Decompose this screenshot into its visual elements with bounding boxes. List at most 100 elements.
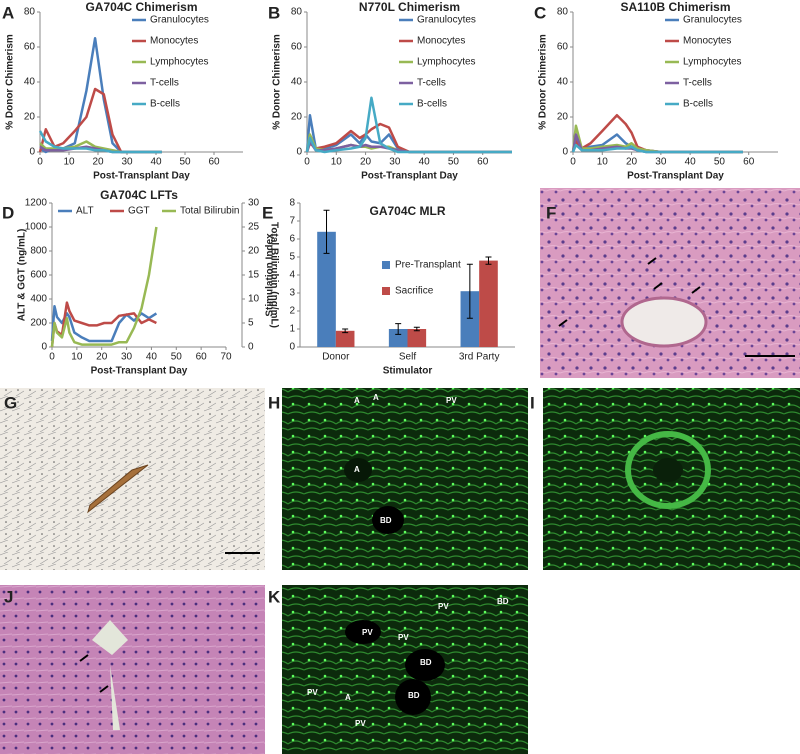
legend-label: T-cells	[150, 78, 179, 89]
y-tick-label: 20	[24, 112, 36, 123]
y-tick-label: 0	[289, 342, 295, 353]
bar	[460, 291, 480, 347]
y-tick-label: 1000	[25, 222, 48, 233]
y-tick-label: 800	[30, 246, 47, 257]
y2-tick-label: 20	[248, 246, 260, 257]
y-tick-label: 600	[30, 270, 47, 281]
legend-label: Granulocytes	[150, 15, 209, 26]
x-axis-title: Post-Transplant Day	[93, 171, 190, 182]
image-j	[0, 585, 265, 754]
legend-label: Monocytes	[683, 36, 731, 47]
y-tick-label: 80	[24, 7, 36, 18]
y-tick-label: 20	[291, 112, 303, 123]
y-tick-label: 5	[289, 252, 295, 263]
x-tick-label: 3rd Party	[459, 352, 500, 363]
legend-label: T-cells	[683, 78, 712, 89]
panel-letter: A	[2, 3, 14, 22]
y2-tick-label: 30	[248, 198, 260, 209]
y-tick-label: 0	[29, 147, 35, 158]
legend-label: B-cells	[150, 99, 180, 110]
chart-title: GA704C Chimerism	[85, 0, 197, 14]
x-tick-label: 10	[331, 157, 343, 168]
y-tick-label: 80	[291, 7, 303, 18]
y-tick-label: 1	[289, 324, 295, 335]
y-tick-label: 6	[289, 234, 295, 245]
image-label: PV	[307, 688, 318, 697]
y-tick-label: 0	[41, 342, 47, 353]
y2-tick-label: 10	[248, 294, 260, 305]
y-tick-label: 8	[289, 198, 295, 209]
image-label: PV	[355, 719, 366, 728]
legend-label: Lymphocytes	[417, 57, 476, 68]
series-line	[38, 130, 162, 154]
image-f	[540, 188, 800, 378]
x-tick-label: 40	[150, 157, 162, 168]
x-tick-label: 50	[179, 157, 191, 168]
legend-label: Total Bilirubin	[180, 206, 239, 217]
x-tick-label: 50	[171, 352, 183, 363]
y-tick-label: 60	[557, 42, 569, 53]
y-tick-label: 60	[24, 42, 36, 53]
y-tick-label: 3	[289, 288, 295, 299]
legend-label: B-cells	[417, 99, 447, 110]
error-bar	[323, 209, 330, 254]
panel-letter: C	[534, 3, 546, 22]
series-line	[571, 143, 743, 154]
panel-letter: J	[4, 587, 13, 606]
panel-letter: G	[4, 393, 17, 412]
image-label: A	[345, 693, 351, 702]
x-tick-label: 10	[63, 157, 75, 168]
series-line	[50, 301, 157, 348]
error-bar	[485, 256, 492, 265]
x-tick-label: 30	[389, 157, 401, 168]
legend-swatch	[382, 261, 390, 269]
legend-label: GGT	[128, 206, 150, 217]
x-tick-label: 40	[685, 157, 697, 168]
bar	[335, 330, 355, 347]
x-tick-label: 30	[655, 157, 667, 168]
x-axis-title: Post-Transplant Day	[361, 171, 458, 182]
x-tick-label: 30	[121, 157, 133, 168]
x-tick-label: 40	[146, 352, 158, 363]
image-label: A	[373, 393, 379, 402]
y-tick-label: 40	[291, 77, 303, 88]
chart-title: SA110B Chimerism	[620, 0, 730, 14]
bar	[407, 329, 427, 347]
y-tick-label: 20	[557, 112, 569, 123]
image-label: A	[354, 396, 360, 405]
panel-letter: E	[262, 203, 273, 222]
image-label: BD	[408, 691, 420, 700]
x-tick-label: 0	[37, 157, 43, 168]
panel-letter: I	[530, 393, 535, 412]
x-tick-label: 0	[570, 157, 576, 168]
error-bar	[395, 323, 402, 335]
image-i	[543, 388, 800, 570]
y-tick-label: 40	[557, 77, 569, 88]
error-bar	[466, 263, 473, 319]
image-label: A	[354, 465, 360, 474]
legend-label: Lymphocytes	[150, 57, 209, 68]
legend-label: Lymphocytes	[683, 57, 742, 68]
chart-title: N770L Chimerism	[359, 0, 460, 14]
x-tick-label: Donor	[322, 352, 350, 363]
y-tick-label: 400	[30, 294, 47, 305]
y-tick-label: 0	[296, 147, 302, 158]
x-tick-label: 60	[196, 352, 208, 363]
image-label: BD	[497, 597, 509, 606]
y2-axis-title: Total Bilirubin (ng/mL)	[268, 222, 279, 328]
legend-label: Pre-Transplant	[395, 260, 461, 271]
x-tick-label: 10	[71, 352, 83, 363]
y2-tick-label: 25	[248, 222, 260, 233]
y-axis-title: % Donor Chimerism	[538, 34, 549, 130]
y-tick-label: 200	[30, 318, 47, 329]
bar	[388, 329, 408, 347]
image-label: PV	[362, 628, 373, 637]
legend-label: Granulocytes	[417, 15, 476, 26]
legend-label: Granulocytes	[683, 15, 742, 26]
panel-letter: D	[2, 203, 14, 222]
series-line	[50, 226, 158, 348]
y-tick-label: 1200	[25, 198, 48, 209]
legend-label: T-cells	[417, 78, 446, 89]
x-axis-title: Post-Transplant Day	[91, 366, 188, 377]
y-axis-title: ALT & GGT (ng/mL)	[17, 229, 28, 322]
